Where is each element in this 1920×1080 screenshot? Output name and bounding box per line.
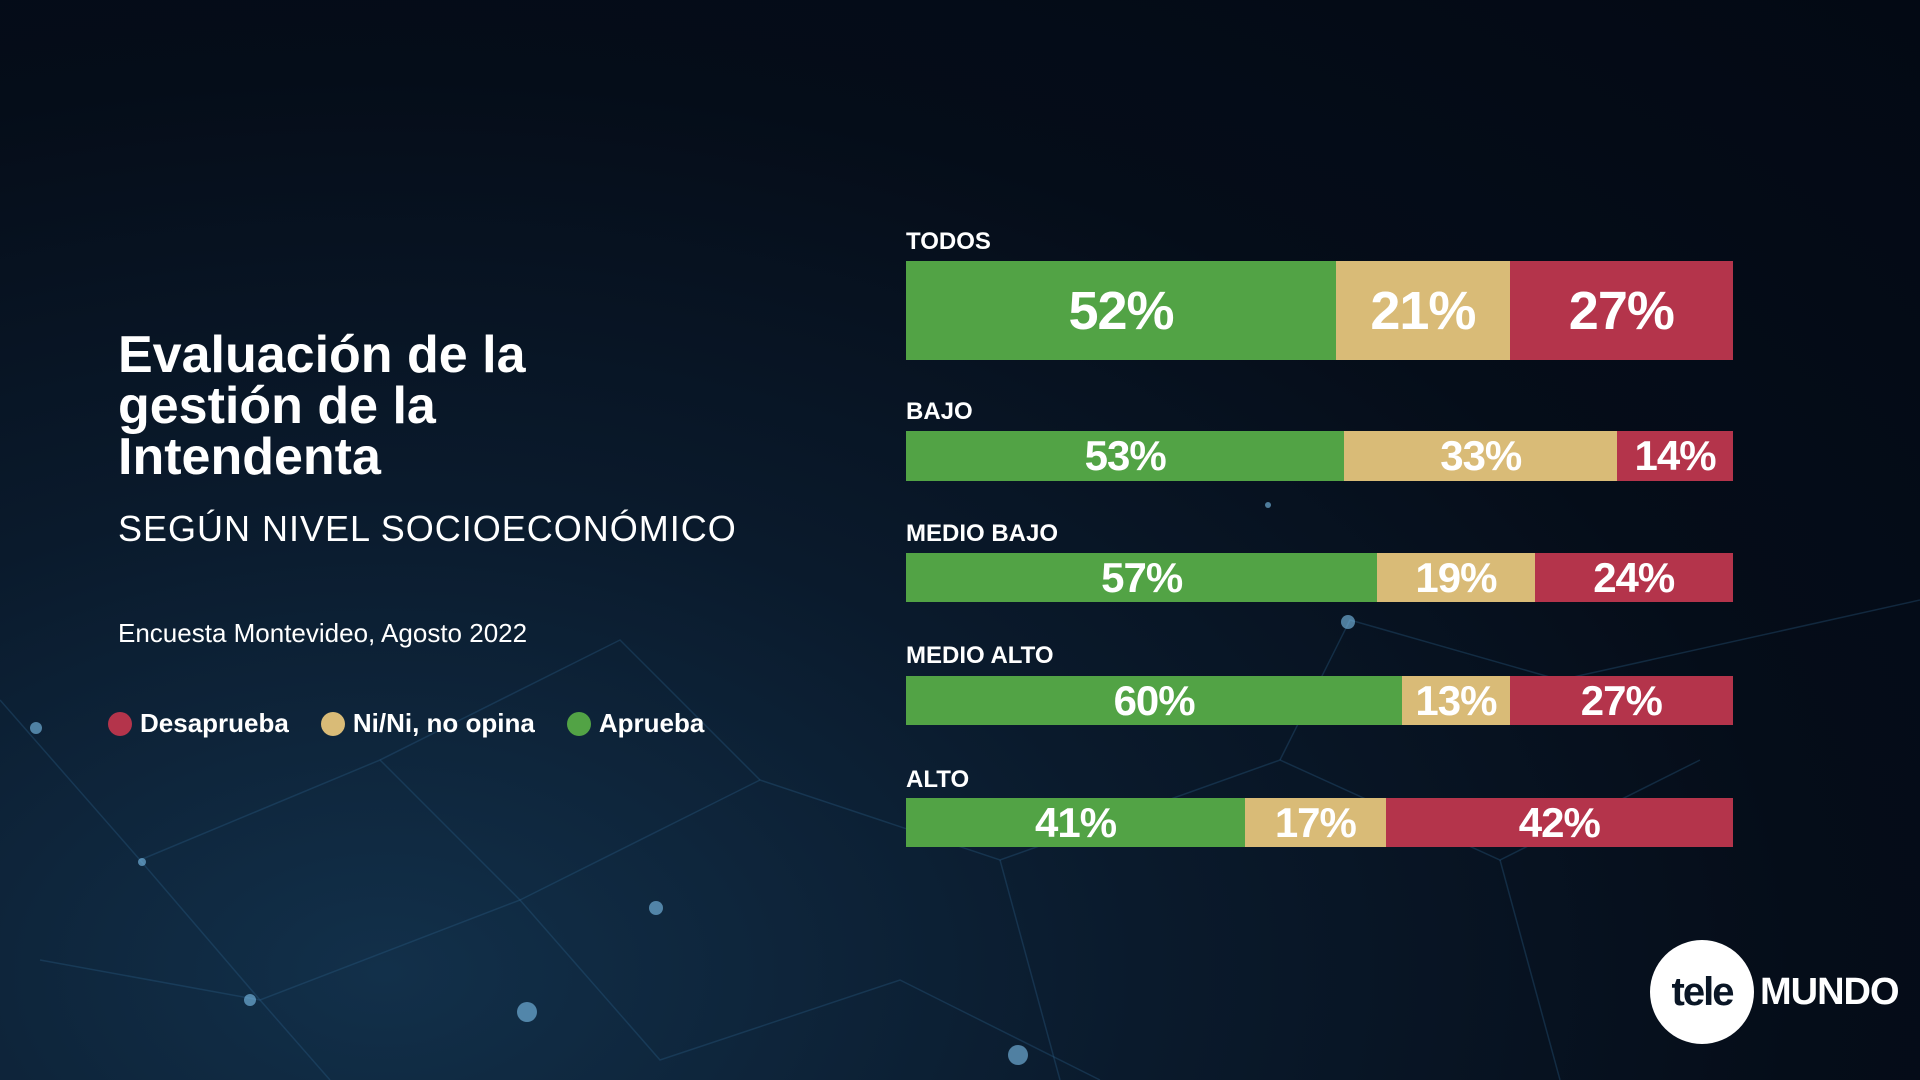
legend: Desaprueba Ni/Ni, no opina Aprueba <box>108 708 704 739</box>
bar-row: 57% 19% 24% <box>906 553 1733 602</box>
legend-item-nini: Ni/Ni, no opina <box>320 708 535 739</box>
bar-segment: 57% <box>906 553 1378 602</box>
bar-segment: 21% <box>1336 261 1510 360</box>
telemundo-logo: tele MUNDO <box>1650 940 1900 1044</box>
legend-item-aprueba: Aprueba <box>566 708 705 739</box>
bar-segment: 13% <box>1402 676 1510 725</box>
legend-dot <box>320 711 345 736</box>
category-label: BAJO <box>906 398 973 425</box>
bar-row: 41% 17% 42% <box>906 798 1733 847</box>
bar-row: 60% 13% 27% <box>906 676 1733 725</box>
legend-item-desaprueba: Desaprueba <box>108 708 289 739</box>
bar-segment: 14% <box>1617 431 1733 481</box>
bar-row: 53% 33% 14% <box>906 431 1733 481</box>
bar-segment: 27% <box>1509 261 1733 360</box>
category-label: MEDIO ALTO <box>906 642 1054 669</box>
survey-source: Encuesta Montevideo, Agosto 2022 <box>118 618 528 648</box>
bar-segment: 42% <box>1385 798 1733 847</box>
category-label: ALTO <box>906 766 970 793</box>
category-label: MEDIO BAJO <box>906 520 1059 547</box>
bar-segment: 19% <box>1377 553 1535 602</box>
legend-label: Aprueba <box>598 708 705 738</box>
bar-segment: 41% <box>906 798 1246 847</box>
bar-segment: 27% <box>1509 676 1733 725</box>
bar-row: 52% 21% 27% <box>906 261 1733 360</box>
legend-dot <box>108 711 132 736</box>
bar-segment: 60% <box>906 676 1403 725</box>
category-label: TODOS <box>906 228 991 255</box>
bar-segment: 53% <box>906 431 1345 481</box>
legend-label: Desaprueba <box>140 708 289 738</box>
legend-dot <box>566 711 591 736</box>
bar-segment: 17% <box>1245 798 1386 847</box>
bar-segment: 52% <box>906 261 1337 360</box>
legend-label: Ni/Ni, no opina <box>352 708 535 738</box>
logo-text: MUNDO <box>1760 970 1900 1013</box>
chart-subtitle: SEGÚN NIVEL SOCIOECONÓMICO <box>118 508 737 549</box>
bar-segment: 24% <box>1534 553 1733 602</box>
chart-title: Evaluación de la gestión de la Intendent… <box>118 326 526 486</box>
logo-circle: tele <box>1650 940 1754 1044</box>
bar-segment: 33% <box>1344 431 1618 481</box>
